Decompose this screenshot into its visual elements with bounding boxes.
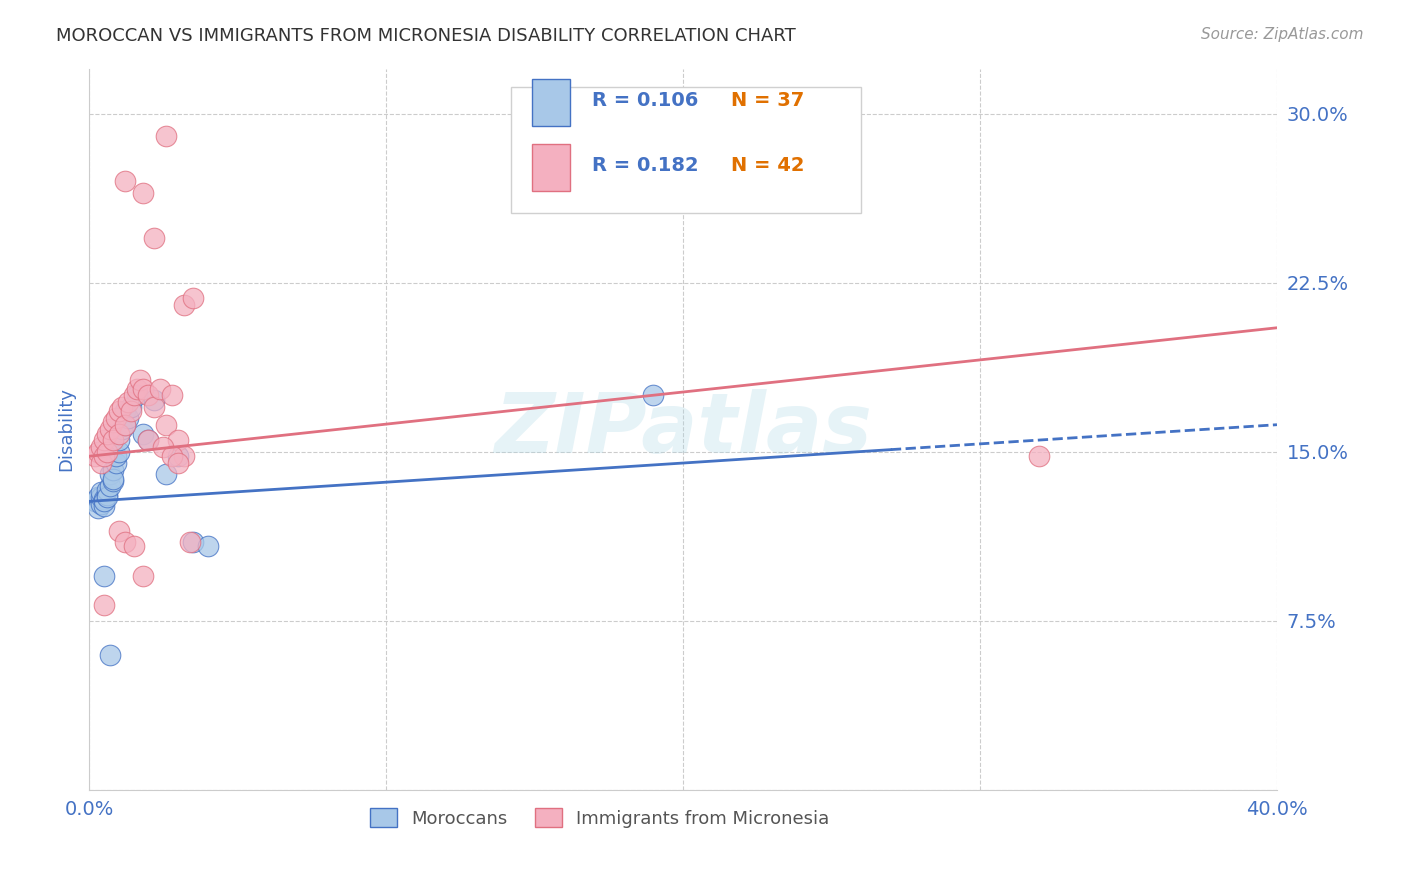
Point [96,483,118,497]
Point [125,388,148,402]
Point [167,456,190,470]
Point [104,411,127,425]
FancyBboxPatch shape [531,145,571,191]
Point [111,422,134,436]
Point [160,388,183,402]
Point [104,456,127,470]
Point [131,568,153,582]
Point [643,388,665,402]
Point [101,474,124,488]
Point [98,467,121,482]
Point [114,417,136,432]
Point [107,404,129,418]
Text: ZIPatlas: ZIPatlas [494,389,872,470]
Point [90,490,112,504]
Point [84,450,107,464]
Point [90,440,112,454]
Text: R = 0.106: R = 0.106 [592,91,697,110]
Point [143,230,166,244]
Point [155,129,177,144]
Point [181,292,204,306]
Point [131,382,153,396]
Point [131,426,153,441]
Point [122,388,145,402]
Point [167,434,190,448]
Point [117,411,139,425]
Text: MOROCCAN VS IMMIGRANTS FROM MICRONESIA DISABILITY CORRELATION CHART: MOROCCAN VS IMMIGRANTS FROM MICRONESIA D… [56,27,796,45]
Point [93,434,115,448]
Point [107,426,129,441]
Point [138,434,160,448]
Point [98,422,121,436]
Point [114,535,136,549]
Point [160,450,183,464]
Text: N = 42: N = 42 [731,156,804,175]
Point [117,395,139,409]
Point [128,373,150,387]
Point [87,444,110,458]
Point [96,426,118,441]
Point [101,472,124,486]
Point [197,540,219,554]
Point [114,404,136,418]
Point [98,478,121,492]
Point [101,434,124,448]
Legend: Moroccans, Immigrants from Micronesia: Moroccans, Immigrants from Micronesia [363,801,837,835]
Point [167,450,190,464]
Point [143,392,166,407]
Point [179,535,201,549]
Point [93,568,115,582]
Point [90,485,112,500]
Point [107,444,129,458]
Point [90,497,112,511]
Point [96,444,118,458]
Point [93,494,115,508]
Point [93,492,115,507]
Point [114,417,136,432]
Point [93,450,115,464]
Point [107,524,129,538]
Point [1028,450,1050,464]
Point [149,382,172,396]
Point [93,499,115,513]
Point [84,494,107,508]
FancyBboxPatch shape [531,79,571,127]
Point [138,388,160,402]
Point [152,440,174,454]
Y-axis label: Disability: Disability [58,387,75,471]
Point [98,648,121,662]
Point [111,400,134,414]
Point [131,186,153,200]
Point [120,404,142,418]
Point [122,540,145,554]
Text: Source: ZipAtlas.com: Source: ZipAtlas.com [1201,27,1364,42]
Point [120,400,142,414]
Point [87,490,110,504]
FancyBboxPatch shape [510,87,862,213]
Point [173,298,195,312]
Text: N = 37: N = 37 [731,91,804,110]
Point [114,174,136,188]
Point [101,463,124,477]
Text: R = 0.182: R = 0.182 [592,156,699,175]
Point [125,382,148,396]
Point [96,490,118,504]
Point [155,467,177,482]
Point [93,598,115,612]
Point [173,450,195,464]
Point [138,434,160,448]
Point [107,434,129,448]
Point [181,535,204,549]
Point [96,487,118,501]
Point [101,416,124,430]
Point [90,456,112,470]
Point [87,501,110,516]
Point [143,400,166,414]
Point [155,417,177,432]
Point [104,450,127,464]
